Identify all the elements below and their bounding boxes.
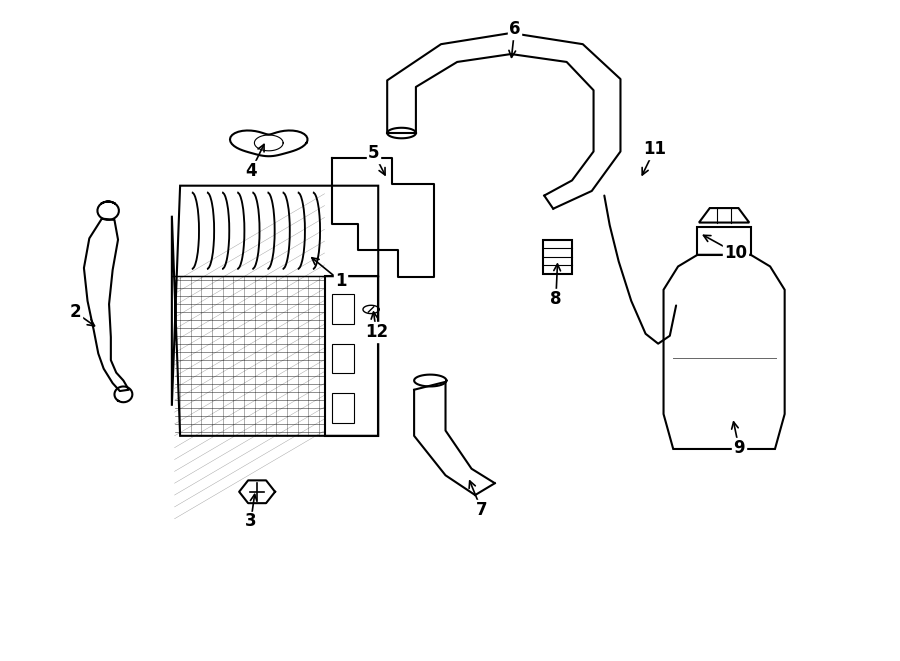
Text: 8: 8 xyxy=(550,290,562,308)
Text: 3: 3 xyxy=(245,512,256,530)
Text: 2: 2 xyxy=(69,303,81,321)
Bar xyxy=(544,240,572,274)
Text: 4: 4 xyxy=(245,162,256,180)
Bar xyxy=(332,393,355,422)
Bar xyxy=(332,344,355,373)
Text: 5: 5 xyxy=(368,144,380,162)
Bar xyxy=(698,227,751,254)
Bar xyxy=(332,294,355,324)
Text: 7: 7 xyxy=(475,500,487,518)
Text: 12: 12 xyxy=(364,323,388,341)
Text: 1: 1 xyxy=(335,272,346,290)
Text: 10: 10 xyxy=(724,244,747,262)
Text: 6: 6 xyxy=(508,20,520,38)
Text: 9: 9 xyxy=(734,439,744,457)
Text: 11: 11 xyxy=(644,141,666,159)
